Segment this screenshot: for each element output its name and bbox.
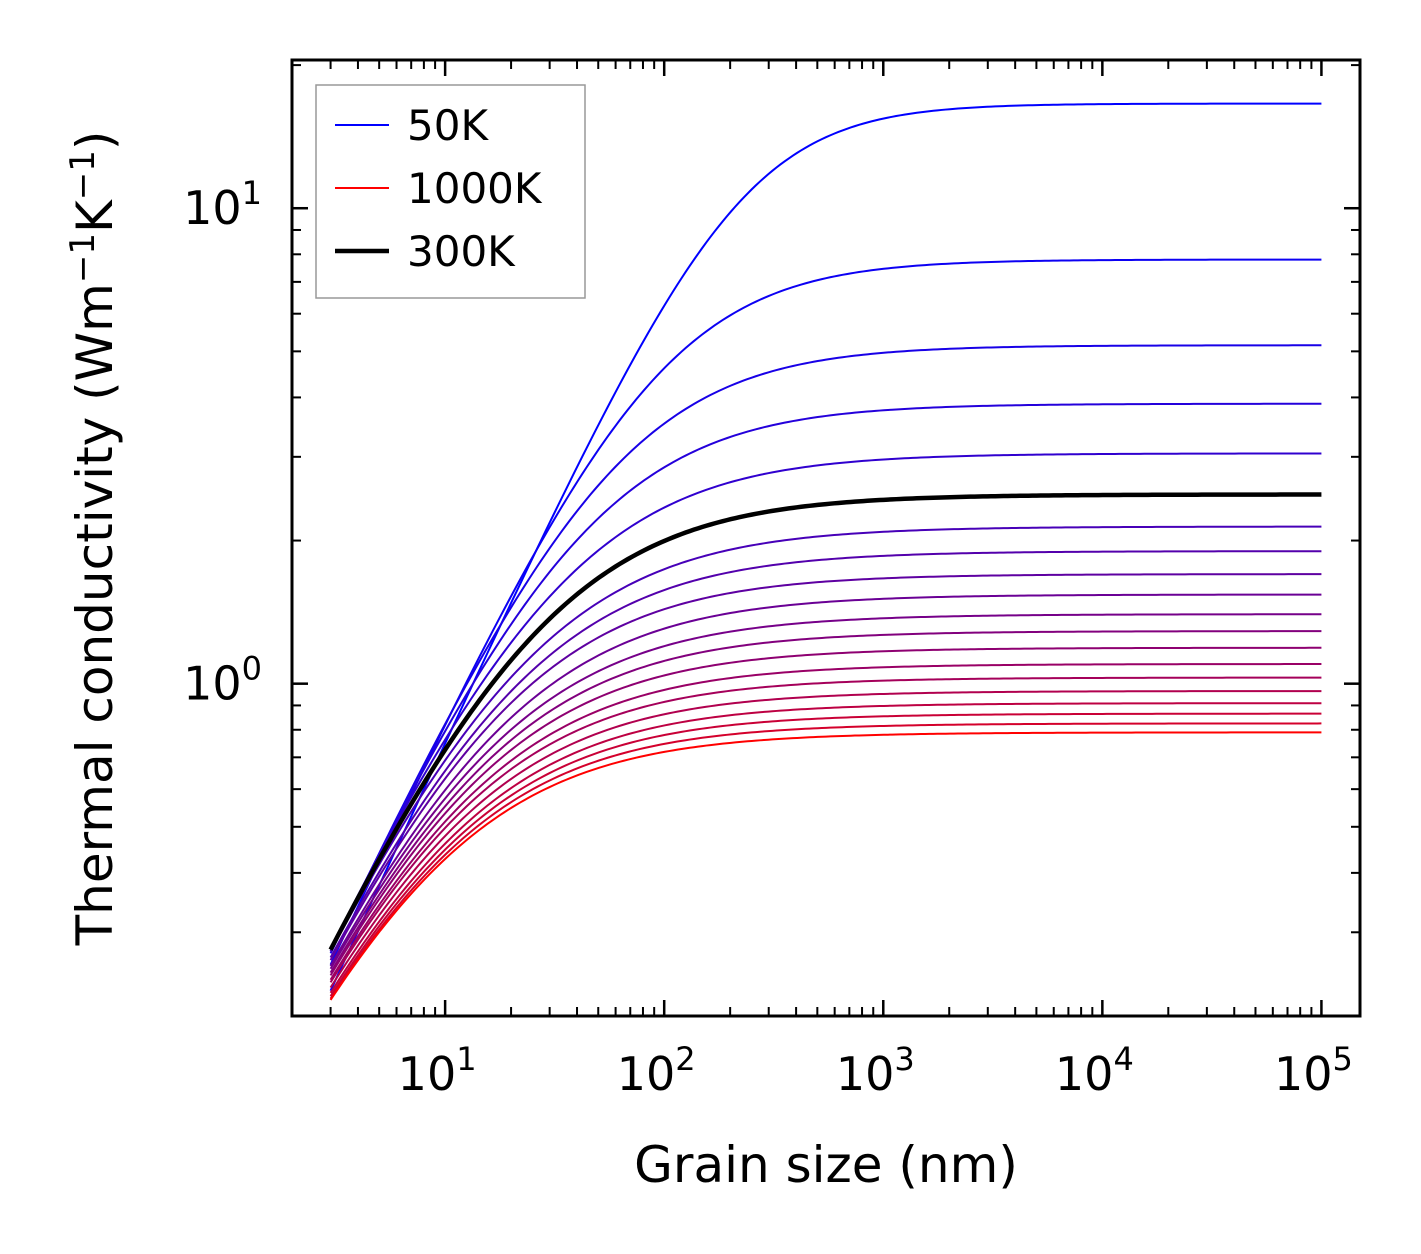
series-line-450k <box>329 573 1322 961</box>
y-axis-title: Thermal conductivity (Wm−1K−1) <box>63 131 124 947</box>
series-line-950k <box>329 722 1322 1000</box>
y-tick-label-base: 10 <box>183 181 242 235</box>
series-line-100k <box>329 258 1322 966</box>
x-tick-label-base: 10 <box>617 1047 676 1101</box>
x-tick-label: 104 <box>1055 1040 1134 1101</box>
series-line-500k <box>329 593 1322 967</box>
series-line-550k <box>329 613 1322 970</box>
legend-label-50k: 50K <box>407 101 489 150</box>
series-line-300k <box>328 492 1322 951</box>
x-tick-label-base: 10 <box>398 1047 457 1101</box>
x-tick-label: 102 <box>617 1040 696 1101</box>
series-line-150k <box>329 344 1322 954</box>
y-tick-label: 101 <box>183 174 262 235</box>
x-tick-label-exp: 2 <box>675 1040 695 1078</box>
series-line-1000k <box>329 731 1322 1001</box>
y-axis-title-mid: K <box>66 199 124 233</box>
x-tick-labels: 101 102 103 104 105 <box>398 1040 1353 1101</box>
x-tick-label-exp: 5 <box>1333 1040 1353 1078</box>
y-axis-title-base: Thermal conductivity (Wm <box>66 283 124 946</box>
x-axis-title: Grain size (nm) <box>634 1136 1018 1194</box>
y-axis-title-sup1: −1 <box>63 233 103 283</box>
series-lines <box>328 102 1322 1001</box>
series-line-400k <box>329 550 1322 958</box>
x-tick-label: 103 <box>836 1040 915 1101</box>
y-tick-label-exp: 0 <box>242 650 262 688</box>
x-tick-label: 101 <box>398 1040 477 1101</box>
legend: 50K 1000K 300K <box>315 84 586 299</box>
x-tick-label-exp: 4 <box>1113 1040 1133 1078</box>
series-line-900k <box>329 712 1322 997</box>
major-ticks <box>292 60 1360 1016</box>
series-line-700k <box>329 663 1322 981</box>
series-line-750k <box>329 676 1322 983</box>
series-line-650k <box>329 646 1322 976</box>
x-tick-label-base: 10 <box>1055 1047 1114 1101</box>
y-axis-title-sup2: −1 <box>63 150 103 200</box>
x-tick-label-base: 10 <box>836 1047 895 1101</box>
y-tick-label: 100 <box>183 650 262 711</box>
y-tick-label-exp: 1 <box>242 174 262 212</box>
x-tick-label-exp: 1 <box>456 1040 476 1078</box>
x-tick-label-base: 10 <box>1274 1047 1333 1101</box>
series-line-50k <box>329 102 1322 992</box>
series-line-350k <box>329 525 1322 952</box>
x-tick-label: 105 <box>1274 1040 1353 1101</box>
series-line-600k <box>329 630 1322 974</box>
legend-box <box>315 84 586 299</box>
series-line-200k <box>329 402 1322 952</box>
y-axis-title-end: ) <box>66 131 124 151</box>
legend-label-1000k: 1000K <box>407 164 543 213</box>
series-line-250k <box>329 452 1322 949</box>
plot-frame <box>290 58 1362 1018</box>
series-line-850k <box>329 702 1322 994</box>
x-tick-label-exp: 3 <box>894 1040 914 1078</box>
y-tick-label-base: 10 <box>183 657 242 711</box>
series-line-800k <box>329 690 1322 989</box>
legend-label-300k: 300K <box>407 227 516 276</box>
